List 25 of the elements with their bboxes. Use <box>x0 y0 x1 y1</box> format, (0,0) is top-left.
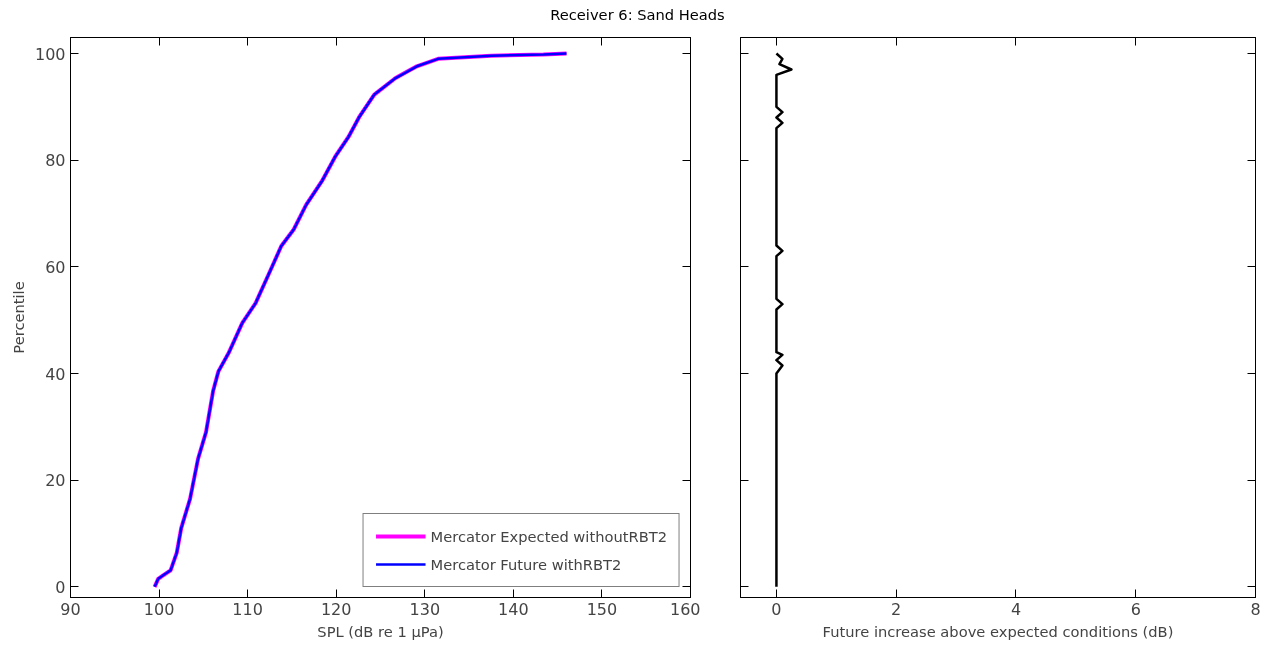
x-tick-label: 120 <box>320 599 352 619</box>
x-tick-label: 4 <box>1010 599 1022 619</box>
x-axis-title: Future increase above expected conditions (dB) <box>822 622 1174 640</box>
x-tick-label: 140 <box>498 599 529 619</box>
x-tick-label: 0 <box>771 599 782 619</box>
x-tick-label: 160 <box>669 599 701 619</box>
x-tick-label: 130 <box>409 599 441 619</box>
x-tick-label: 2 <box>891 599 902 619</box>
x-tick-label: 6 <box>1130 599 1141 619</box>
x-tick-label: 150 <box>586 599 618 619</box>
y-tick-label: 80 <box>45 151 66 171</box>
y-tick-label: 0 <box>55 577 66 597</box>
x-tick-label: 110 <box>232 599 263 619</box>
x-tick-label: 90 <box>60 599 81 619</box>
x-tick-label: 100 <box>143 599 175 619</box>
y-tick-label: 20 <box>45 471 66 491</box>
y-tick-label: 60 <box>45 257 66 277</box>
x-axis-title: SPL (dB re 1 μPa) <box>317 622 444 640</box>
y-tick-label: 100 <box>34 44 66 64</box>
legend-label: Mercator Future withRBT2 <box>430 555 622 573</box>
legend-label: Mercator Expected withoutRBT2 <box>430 527 667 545</box>
chart-title: Receiver 6: Sand Heads <box>550 5 725 25</box>
x-tick-label: 8 <box>1250 599 1261 619</box>
y-tick-label: 40 <box>45 364 66 384</box>
y-axis-title: Percentile <box>9 281 27 354</box>
